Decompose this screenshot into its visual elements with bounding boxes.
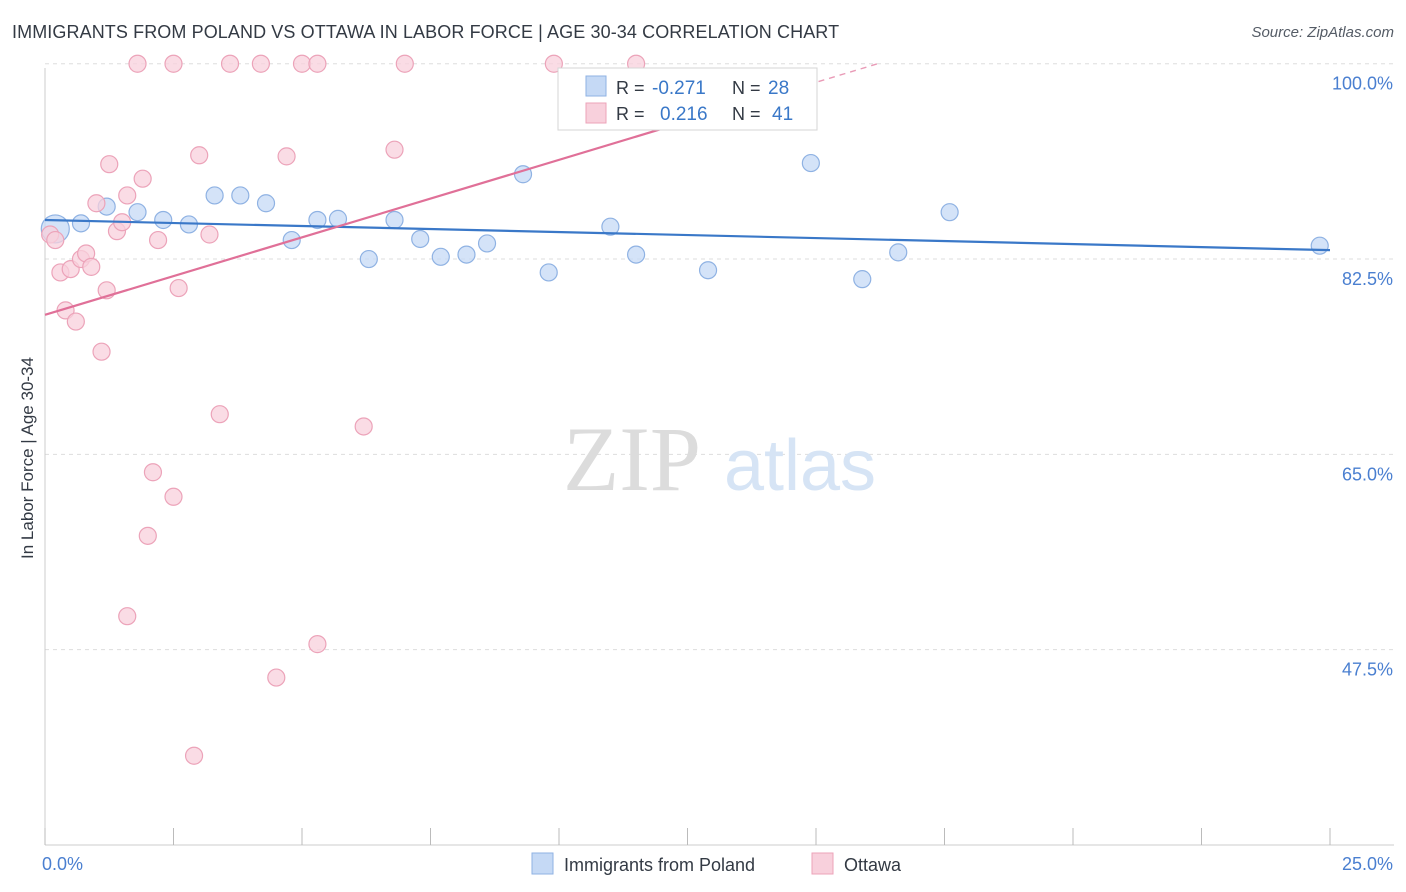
stats-r-label-blue: R =: [616, 78, 645, 98]
point-pink-24: [118, 607, 137, 626]
point-pink-28: [210, 405, 229, 424]
point-pink-31: [267, 668, 286, 687]
stats-legend-swatch-pink: [585, 102, 607, 124]
point-pink-36: [354, 417, 373, 436]
point-pink-34: [308, 54, 327, 73]
point-pink-25: [184, 746, 204, 765]
legend-label-poland: Immigrants from Poland: [564, 855, 755, 875]
point-blue-26: [940, 203, 959, 222]
stats-n-value-pink: 41: [772, 104, 793, 125]
point-blue-24: [853, 270, 872, 289]
stats-r-label-pink: R =: [616, 104, 645, 124]
legend-swatch-ottawa: [811, 852, 834, 875]
point-pink-35: [308, 635, 327, 654]
point-pink-29: [220, 54, 240, 73]
point-blue-27: [1310, 236, 1329, 255]
point-blue-25: [889, 243, 908, 262]
point-pink-12: [100, 155, 119, 174]
point-pink-17: [133, 169, 152, 188]
point-blue-22: [698, 261, 718, 280]
point-pink-32: [277, 147, 296, 166]
point-blue-16: [457, 245, 476, 264]
point-pink-21: [164, 54, 183, 73]
point-blue-7: [231, 186, 250, 205]
x-tick-labels: 0.0% 25.0%: [42, 854, 1393, 874]
point-blue-21: [626, 245, 646, 264]
trend-line-extension-pink: [712, 63, 878, 115]
point-pink-22: [164, 487, 183, 506]
point-pink-8: [82, 257, 101, 276]
stats-n-value-blue: 28: [768, 78, 789, 99]
grid-layer: [45, 63, 1394, 651]
y-tick-label-1: 82.5%: [1342, 269, 1393, 289]
point-pink-19: [143, 463, 163, 482]
legend-label-ottawa: Ottawa: [844, 855, 902, 875]
point-pink-18: [138, 526, 157, 545]
point-blue-8: [256, 194, 276, 213]
stats-r-value-blue: -0.271: [652, 78, 706, 99]
point-pink-16: [128, 54, 147, 73]
point-pink-15: [118, 186, 137, 205]
axis-layer: [44, 68, 1394, 846]
watermark: ZIP atlas: [563, 408, 876, 510]
point-pink-26: [190, 146, 209, 165]
point-blue-20: [601, 217, 620, 236]
point-blue-14: [411, 229, 430, 249]
stats-legend-swatch-blue: [585, 75, 607, 97]
source-label: Source: ZipAtlas.com: [1251, 24, 1394, 41]
stats-n-label-blue: N =: [732, 78, 761, 98]
watermark-atlas: atlas: [724, 426, 876, 506]
point-pink-9: [87, 194, 106, 213]
point-blue-10: [308, 210, 327, 230]
point-blue-1: [71, 214, 91, 233]
point-pink-5: [66, 312, 85, 331]
point-blue-6: [205, 186, 224, 205]
trend-line-pink: [44, 112, 714, 316]
point-blue-19: [539, 263, 558, 282]
points-layer: [40, 54, 1329, 765]
point-pink-1: [46, 230, 65, 250]
y-tick-label-3: 47.5%: [1342, 660, 1393, 680]
point-blue-17: [477, 234, 497, 253]
point-blue-12: [359, 249, 378, 269]
point-pink-38: [395, 54, 414, 73]
watermark-zip: ZIP: [563, 408, 701, 510]
point-pink-37: [385, 140, 404, 159]
point-blue-3: [128, 203, 147, 222]
point-blue-4: [154, 210, 173, 230]
point-blue-15: [431, 247, 450, 266]
point-pink-23: [169, 278, 188, 298]
stats-r-value-pink: 0.216: [660, 104, 708, 125]
point-pink-27: [200, 225, 219, 244]
point-pink-30: [251, 54, 270, 73]
x-tick-label-1: 25.0%: [1342, 854, 1393, 874]
point-blue-23: [801, 153, 820, 173]
bottom-legend: Immigrants from Poland Ottawa: [531, 852, 902, 875]
stats-legend: R = -0.271 N = 28 R = 0.216 N = 41: [557, 67, 818, 131]
y-tick-label-2: 65.0%: [1342, 464, 1393, 484]
point-pink-10: [92, 342, 111, 361]
point-blue-13: [385, 210, 404, 230]
legend-swatch-poland: [531, 852, 554, 875]
point-pink-33: [292, 54, 312, 73]
y-tick-labels: 100.0% 82.5% 65.0% 47.5%: [1332, 74, 1393, 680]
x-tick-label-0: 0.0%: [42, 854, 83, 874]
y-tick-label-0: 100.0%: [1332, 74, 1393, 94]
y-axis-label: In Labor Force | Age 30-34: [18, 357, 37, 559]
point-pink-20: [148, 230, 168, 250]
trend-layer: [44, 63, 1331, 316]
stats-n-label-pink: N =: [732, 104, 761, 124]
chart-title: IMMIGRANTS FROM POLAND VS OTTAWA IN LABO…: [12, 22, 840, 42]
trend-line-blue: [44, 218, 1331, 252]
